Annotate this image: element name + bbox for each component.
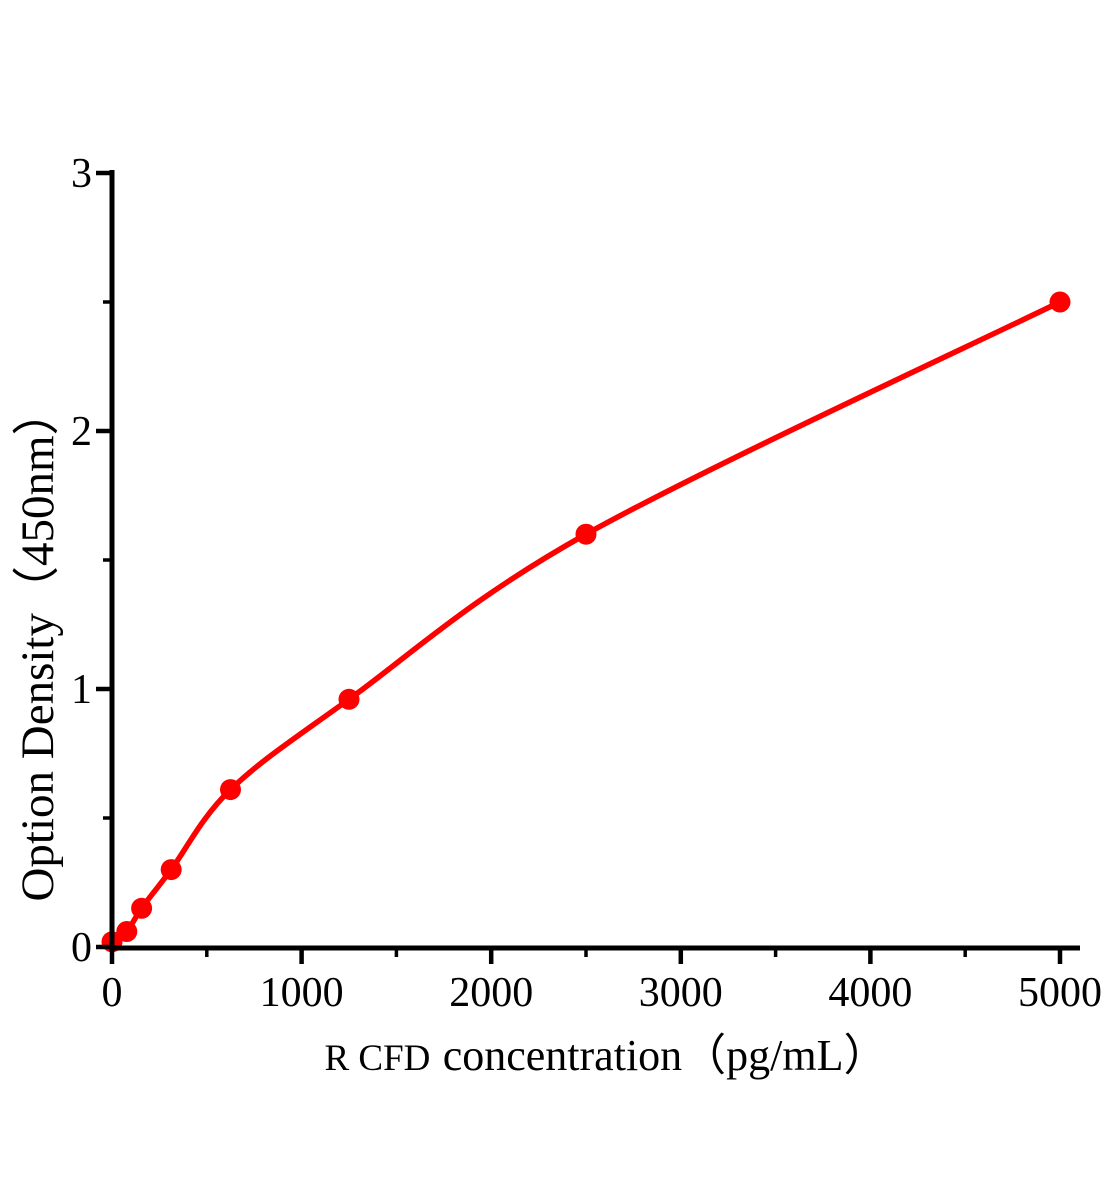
x-tick-label: 1000: [260, 970, 344, 1016]
data-point-marker: [575, 523, 597, 545]
data-point-marker: [131, 897, 153, 919]
fitted-curve: [110, 299, 1062, 945]
x-tick-label: 0: [102, 970, 123, 1016]
y-tick-label: 1: [71, 667, 92, 713]
data-point-marker: [338, 688, 360, 710]
y-axis-title: Option Density（450nm）: [12, 388, 64, 902]
y-tick-label: 3: [71, 151, 92, 197]
x-tick-label: 3000: [639, 970, 723, 1016]
x-axis-title-prefix: R CFD: [324, 1038, 431, 1079]
data-point-marker: [160, 859, 182, 881]
data-point-marker: [220, 779, 241, 801]
y-tick-label: 2: [71, 409, 92, 455]
x-axis-title: R CFD concentration（pg/mL）: [325, 1032, 888, 1083]
data-point-marker: [116, 921, 138, 942]
x-tick-label: 5000: [1018, 970, 1102, 1016]
data-point-marker: [1049, 291, 1071, 313]
y-tick-label: 0: [71, 925, 92, 971]
x-tick-label: 2000: [449, 970, 533, 1016]
x-tick-label: 4000: [828, 970, 912, 1016]
x-axis-title-rest: concentration（pg/mL）: [442, 1031, 888, 1080]
